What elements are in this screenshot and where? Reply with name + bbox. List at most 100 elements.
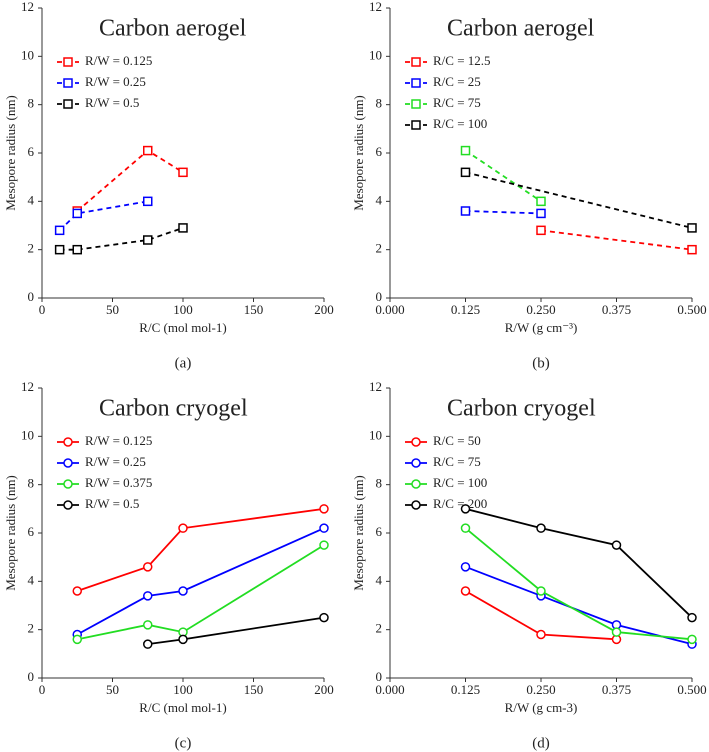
x-tick-label: 0.375 [602, 302, 631, 317]
y-tick-label: 12 [21, 0, 34, 14]
legend-label: R/W = 0.25 [85, 454, 146, 469]
marker [63, 78, 73, 88]
x-tick-label: 0.250 [526, 682, 555, 697]
marker [72, 244, 82, 255]
series-line [77, 544, 325, 641]
chart-title: Carbon cryogel [99, 396, 248, 422]
series-line [465, 171, 693, 229]
x-tick-label: 150 [244, 682, 264, 697]
marker [143, 235, 153, 245]
caption: (d) [532, 735, 550, 751]
marker [411, 57, 421, 67]
marker [178, 167, 188, 178]
marker [143, 196, 153, 207]
x-tick-label: 100 [173, 302, 193, 317]
x-tick-label: 200 [314, 682, 334, 697]
marker [54, 225, 65, 236]
y-tick-label: 0 [28, 669, 35, 684]
y-tick-label: 10 [369, 47, 382, 62]
marker [687, 634, 697, 645]
legend-label: R/C = 200 [433, 496, 487, 511]
marker [411, 500, 421, 510]
legend-label: R/C = 75 [433, 95, 481, 110]
series-line [540, 229, 693, 251]
marker [411, 78, 421, 88]
legend-label: R/C = 25 [433, 74, 481, 89]
x-axis-label: R/W (g cm-3) [505, 700, 578, 715]
marker [460, 562, 471, 572]
y-tick-label: 4 [28, 572, 35, 587]
y-tick-label: 6 [28, 144, 35, 159]
legend-label: R/C = 100 [433, 116, 487, 131]
marker [143, 562, 153, 572]
legend-label: R/C = 50 [433, 433, 481, 448]
marker [72, 208, 82, 219]
caption: (c) [175, 735, 192, 751]
marker [143, 620, 153, 630]
caption: (a) [175, 355, 192, 371]
x-tick-label: 50 [106, 302, 119, 317]
series-line [465, 210, 542, 215]
x-axis-label: R/C (mol mol-1) [139, 700, 226, 715]
y-tick-label: 12 [369, 0, 382, 14]
x-axis-label: R/C (mol mol-1) [139, 320, 226, 335]
x-tick-label: 0.500 [677, 302, 706, 317]
y-axis-label: Mesopore radius (nm) [351, 475, 366, 591]
legend-label: R/C = 12.5 [433, 53, 491, 68]
marker [411, 120, 421, 130]
marker [611, 540, 622, 550]
y-tick-label: 4 [28, 192, 35, 207]
y-tick-label: 2 [28, 621, 35, 636]
y-tick-label: 8 [28, 96, 35, 111]
marker [536, 208, 546, 219]
series-line [76, 507, 325, 592]
y-tick-label: 2 [28, 241, 35, 256]
x-tick-label: 0.125 [451, 682, 480, 697]
x-tick-label: 0.000 [375, 302, 404, 317]
marker [63, 500, 73, 510]
y-tick-label: 0 [376, 289, 383, 304]
marker [143, 145, 153, 156]
legend-label: R/C = 100 [433, 475, 487, 490]
y-tick-label: 8 [28, 476, 35, 491]
x-tick-label: 0 [39, 682, 46, 697]
marker [460, 504, 471, 514]
x-axis-label: R/W (g cm⁻³) [505, 320, 578, 335]
y-tick-label: 2 [376, 241, 383, 256]
marker [460, 145, 471, 156]
y-axis-label: Mesopore radius (nm) [351, 95, 366, 211]
marker [72, 586, 82, 596]
marker [63, 57, 73, 67]
x-tick-label: 100 [173, 682, 193, 697]
marker [319, 523, 329, 533]
marker [178, 634, 188, 645]
marker [319, 612, 329, 623]
panel: 0 2 4 6 8 10 12 0 50 100 150 200 R/C (mol mol-1) Meso… [3, 379, 334, 751]
y-tick-label: 6 [376, 144, 383, 159]
chart-title: Carbon cryogel [447, 396, 596, 422]
x-tick-label: 0.500 [677, 682, 706, 697]
series-line [465, 565, 693, 646]
marker [411, 479, 421, 489]
marker [63, 458, 73, 468]
y-tick-label: 10 [21, 427, 34, 442]
marker [178, 223, 188, 233]
legend-label: R/W = 0.375 [85, 475, 152, 490]
marker [411, 458, 421, 468]
x-tick-label: 150 [244, 302, 264, 317]
series-line [76, 527, 325, 636]
y-tick-label: 8 [376, 476, 383, 491]
legend-label: R/C = 75 [433, 454, 481, 469]
legend-label: R/W = 0.5 [85, 496, 139, 511]
marker [536, 629, 546, 640]
x-tick-label: 0.250 [526, 302, 555, 317]
legend-label: R/W = 0.5 [85, 95, 139, 110]
marker [687, 612, 697, 623]
marker [143, 639, 153, 649]
y-tick-label: 6 [376, 524, 383, 539]
marker [460, 206, 471, 216]
marker [611, 627, 622, 637]
y-tick-label: 8 [376, 96, 383, 111]
x-tick-label: 0.375 [602, 682, 631, 697]
marker [460, 586, 471, 596]
